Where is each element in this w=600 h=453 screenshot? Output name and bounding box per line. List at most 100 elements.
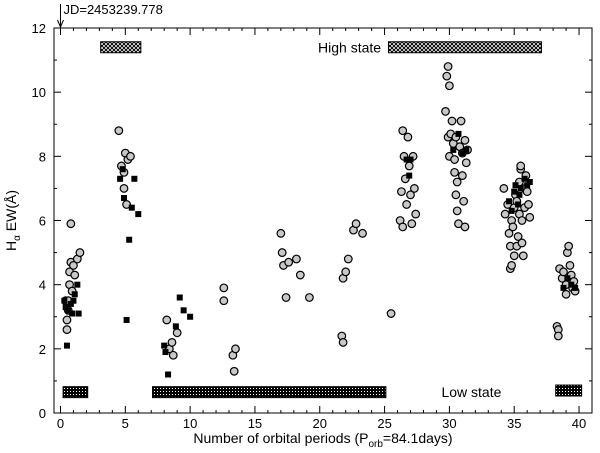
data-point-circle — [276, 228, 286, 238]
data-point-circle — [167, 338, 177, 347]
data-point-square — [517, 185, 524, 192]
data-point-circle — [229, 366, 239, 376]
data-point-square — [516, 191, 523, 198]
data-point-circle — [292, 254, 301, 264]
data-point-square — [126, 236, 133, 243]
data-point-square — [121, 195, 128, 202]
data-point-circle — [443, 62, 453, 71]
high-state-bar — [100, 41, 142, 54]
data-point-square — [172, 323, 179, 330]
data-point-circle — [452, 177, 462, 187]
data-point-circle — [513, 232, 523, 241]
data-point-circle — [517, 238, 527, 248]
data-point-circle — [219, 283, 229, 293]
data-point-square — [162, 349, 169, 356]
x-axis-label-main: Number of orbital periods (P — [193, 430, 368, 446]
data-point-square — [407, 156, 414, 163]
data-point-square — [463, 146, 470, 153]
x-axis-label-sub: orb — [368, 439, 383, 450]
data-point-circle — [499, 184, 509, 193]
high-state-bar — [387, 41, 542, 54]
data-point-square — [75, 310, 82, 317]
data-point-square — [128, 204, 135, 211]
data-point-square — [572, 284, 579, 291]
data-point-square — [61, 297, 68, 304]
data-point-square — [511, 188, 518, 195]
data-point-circle — [447, 116, 457, 126]
data-point-square — [62, 304, 69, 311]
data-point-square — [187, 313, 194, 320]
data-point-square — [65, 307, 72, 314]
data-point-circle — [522, 187, 532, 197]
data-point-circle — [398, 222, 408, 232]
data-point-circle — [402, 200, 412, 209]
data-point-circle — [507, 261, 517, 270]
axis-ticks: 0 5 10 15 20 25 30 35 40 0 2 4 6 8 10 12 — [32, 21, 592, 431]
data-point-square — [403, 156, 410, 163]
low-state-bar — [555, 384, 583, 397]
data-point-circle — [403, 132, 413, 142]
data-point-circle — [516, 161, 526, 171]
annotation-arrow — [57, 4, 64, 29]
data-point-square — [135, 211, 142, 218]
data-point-circle — [450, 167, 459, 177]
data-point-circle — [460, 135, 470, 145]
y-tick-label: 6 — [39, 214, 46, 229]
x-tick-label: 15 — [248, 416, 262, 431]
data-point-square — [406, 172, 413, 179]
arrow-head — [57, 19, 64, 29]
data-point-circle — [450, 155, 459, 164]
y-axis-label-main: H — [3, 241, 19, 251]
data-point-circle — [231, 344, 240, 354]
data-point-circle — [70, 270, 80, 280]
data-point-circle — [444, 81, 454, 91]
x-tick-label: 35 — [507, 416, 521, 431]
data-point-circle — [398, 126, 408, 136]
data-point-square — [524, 182, 531, 189]
x-axis-label-tail: =84.1days) — [383, 430, 453, 446]
data-point-circle — [559, 267, 568, 277]
data-point-circle — [452, 206, 462, 216]
data-point-square — [526, 179, 533, 185]
data-point-circle — [404, 161, 414, 171]
y-tick-label: 0 — [39, 406, 46, 421]
data-point-square — [521, 175, 528, 182]
state-bars — [62, 41, 583, 399]
y-tick-label: 8 — [39, 149, 46, 164]
data-point-circle — [75, 248, 85, 257]
data-point-circle — [553, 331, 563, 341]
y-axis-label: Hα EW(Å) — [3, 190, 23, 251]
data-point-circle — [500, 209, 510, 219]
data-point-circle — [564, 241, 574, 251]
data-point-square — [70, 297, 77, 304]
data-point-circle — [459, 196, 469, 206]
low-state-bar — [152, 386, 387, 399]
y-axis-label-sub: α — [12, 235, 23, 241]
y-tick-label: 10 — [32, 85, 46, 100]
data-point-circle — [62, 325, 72, 334]
data-point-circle — [126, 151, 135, 161]
data-point-square — [459, 150, 466, 157]
data-point-circle — [409, 184, 419, 193]
data-point-circle — [525, 212, 535, 222]
data-point-circle — [304, 293, 314, 302]
data-point-circle — [565, 261, 575, 270]
data-point-circle — [386, 309, 396, 318]
data-point-circle — [504, 228, 514, 238]
data-point-circle — [407, 219, 417, 229]
data-point-circle — [114, 126, 124, 136]
data-point-circle — [457, 171, 467, 180]
data-point-circle — [219, 296, 229, 306]
data-point-square — [180, 307, 187, 314]
data-point-circle — [284, 257, 294, 267]
data-point-circle — [66, 219, 76, 229]
data-point-square — [117, 175, 124, 182]
data-point-square — [560, 284, 567, 291]
data-point-square — [568, 281, 575, 288]
data-point-square — [515, 201, 522, 208]
data-point-circle — [509, 251, 519, 261]
data-point-square — [512, 182, 519, 189]
data-point-circle — [277, 248, 287, 257]
data-point-square — [69, 310, 76, 317]
data-point-square — [71, 291, 78, 298]
